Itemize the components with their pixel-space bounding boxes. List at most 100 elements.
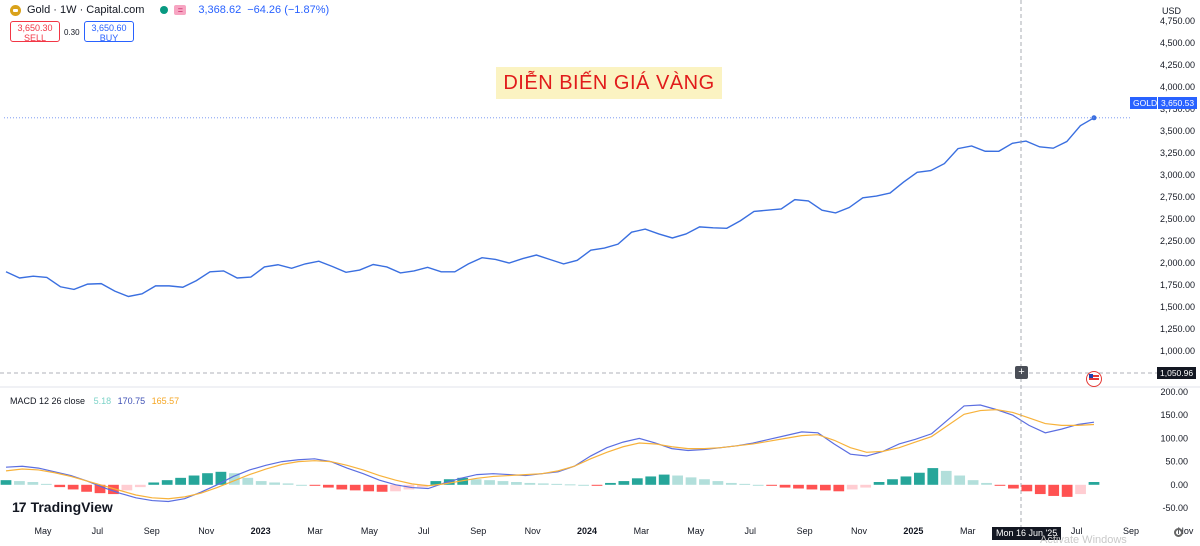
- macd-histogram-bar: [793, 484, 804, 489]
- macd-line: [5, 404, 1095, 503]
- gear-icon[interactable]: [1174, 528, 1183, 537]
- macd-histogram-bar: [833, 484, 845, 492]
- buy-price: 3,650.60: [91, 23, 127, 33]
- macd-histogram-bar: [376, 484, 388, 492]
- crosshair: [0, 0, 1157, 527]
- macd-histogram-bar: [134, 484, 146, 488]
- macd-histogram-bar: [282, 483, 294, 485]
- price-tick-label: 2,500.00: [1160, 214, 1195, 224]
- macd-histogram: [0, 468, 1100, 497]
- equals-icon[interactable]: =: [174, 5, 187, 15]
- macd-histogram-bar: [551, 483, 563, 485]
- macd-histogram-bar: [309, 484, 321, 486]
- price-tick-label: 1,500.00: [1160, 302, 1195, 312]
- macd-histogram-bar: [417, 484, 428, 488]
- macd-histogram-bar: [752, 484, 764, 486]
- chart-banner: DIỄN BIẾN GIÁ VÀNG: [496, 67, 722, 99]
- time-tick-label: Sep: [470, 526, 486, 536]
- buy-label: BUY: [99, 33, 119, 43]
- time-tick-label: May: [361, 526, 379, 536]
- time-tick-label: Mar: [307, 526, 323, 536]
- macd-histogram-bar: [537, 483, 549, 485]
- macd-histogram-bar: [631, 478, 643, 485]
- macd-y-axis: -50.00 0.00 50.00 100.00 150.00 200.00: [1160, 387, 1188, 513]
- macd-histogram-bar: [255, 481, 267, 485]
- macd-histogram-bar: [202, 473, 213, 485]
- macd-histogram-bar: [927, 468, 939, 485]
- macd-histogram-bar: [1048, 484, 1060, 496]
- macd-histogram-bar: [967, 480, 979, 485]
- sell-price: 3,650.30: [17, 23, 53, 33]
- macd-histogram-bar: [1061, 484, 1073, 497]
- signal-line: [5, 409, 1095, 500]
- macd-histogram-bar: [511, 482, 522, 485]
- macd-histogram-bar: [954, 475, 966, 485]
- currency-label[interactable]: USD: [1162, 6, 1182, 16]
- macd-histogram-bar: [67, 484, 79, 490]
- price-tick-label: 1,750.00: [1160, 280, 1195, 290]
- macd-histogram-bar: [390, 484, 401, 492]
- time-tick-label: Jul: [1071, 526, 1083, 536]
- price-tick-label: 2,000.00: [1160, 258, 1195, 268]
- time-tick-label: May: [34, 526, 52, 536]
- tradingview-mark-icon: 17: [12, 499, 27, 515]
- time-tick-label: Mar: [960, 526, 976, 536]
- symbol-tag: GOLD: [1130, 97, 1161, 109]
- macd-tick-label: 100.00: [1160, 433, 1188, 443]
- macd-tick-label: 150.00: [1160, 410, 1188, 420]
- macd-lines: [5, 404, 1095, 503]
- activation-watermark: Activate Windows: [1040, 534, 1127, 546]
- price-tick-label: 3,250.00: [1160, 148, 1195, 158]
- macd-histogram-bar: [766, 484, 778, 486]
- macd-histogram-bar: [605, 482, 616, 485]
- time-tick-label: Nov: [525, 526, 542, 536]
- macd-histogram-bar: [497, 481, 509, 485]
- time-tick-label: Sep: [797, 526, 813, 536]
- price-series: [4, 115, 1130, 298]
- macd-legend[interactable]: MACD 12 26 close 5.18 170.75 165.57: [10, 396, 179, 406]
- time-tick-label: Nov: [1177, 526, 1194, 536]
- macd-histogram-bar: [591, 484, 603, 486]
- macd-histogram-bar: [981, 482, 992, 485]
- time-tick-label: 2023: [251, 526, 271, 536]
- macd-histogram-bar: [1075, 484, 1086, 495]
- macd-histogram-bar: [363, 484, 375, 492]
- price-tick-label: 3,500.00: [1160, 126, 1195, 136]
- macd-histogram-bar: [618, 481, 630, 485]
- gold-icon: [10, 4, 21, 16]
- price-tick-label: 4,000.00: [1160, 82, 1195, 92]
- macd-line-value: 170.75: [117, 396, 146, 406]
- macd-histogram-bar: [188, 475, 200, 485]
- sell-label: SELL: [23, 33, 47, 43]
- header-change: −64.26 (−1.87%): [247, 4, 330, 16]
- time-tick-label: Nov: [851, 526, 868, 536]
- tradingview-logo[interactable]: 17 TradingView: [12, 499, 113, 515]
- header-price: 3,368.62: [198, 4, 242, 16]
- time-tick-label: 2025: [903, 526, 923, 536]
- macd-histogram-bar: [1034, 484, 1046, 495]
- time-tick-label: Mar: [634, 526, 650, 536]
- last-price-tag: 3,650.53: [1157, 97, 1198, 109]
- macd-histogram-bar: [873, 482, 885, 485]
- macd-histogram-bar: [54, 484, 66, 488]
- macd-histogram-bar: [148, 482, 160, 485]
- macd-label: MACD 12 26 close: [10, 396, 86, 406]
- macd-tick-label: 200.00: [1160, 387, 1188, 397]
- add-plus-icon[interactable]: +: [1015, 366, 1028, 379]
- time-tick-label: Sep: [1123, 526, 1139, 536]
- price-tick-label: 3,000.00: [1160, 170, 1195, 180]
- macd-histogram-bar: [108, 484, 119, 495]
- symbol-title[interactable]: Gold · 1W · Capital.com: [27, 4, 145, 16]
- macd-histogram-value: 5.18: [93, 396, 112, 406]
- macd-histogram-bar: [658, 474, 670, 485]
- price-tick-label: 4,750.00: [1160, 16, 1195, 26]
- us-flag-icon[interactable]: [1086, 371, 1102, 387]
- macd-histogram-bar: [121, 484, 133, 491]
- time-tick-label: Jul: [744, 526, 756, 536]
- tradingview-brand: TradingView: [30, 499, 113, 515]
- sell-button[interactable]: 3,650.30 SELL: [10, 21, 60, 43]
- buy-button[interactable]: 3,650.60 BUY: [84, 21, 134, 43]
- macd-histogram-bar: [994, 484, 1006, 486]
- macd-histogram-bar: [712, 481, 724, 485]
